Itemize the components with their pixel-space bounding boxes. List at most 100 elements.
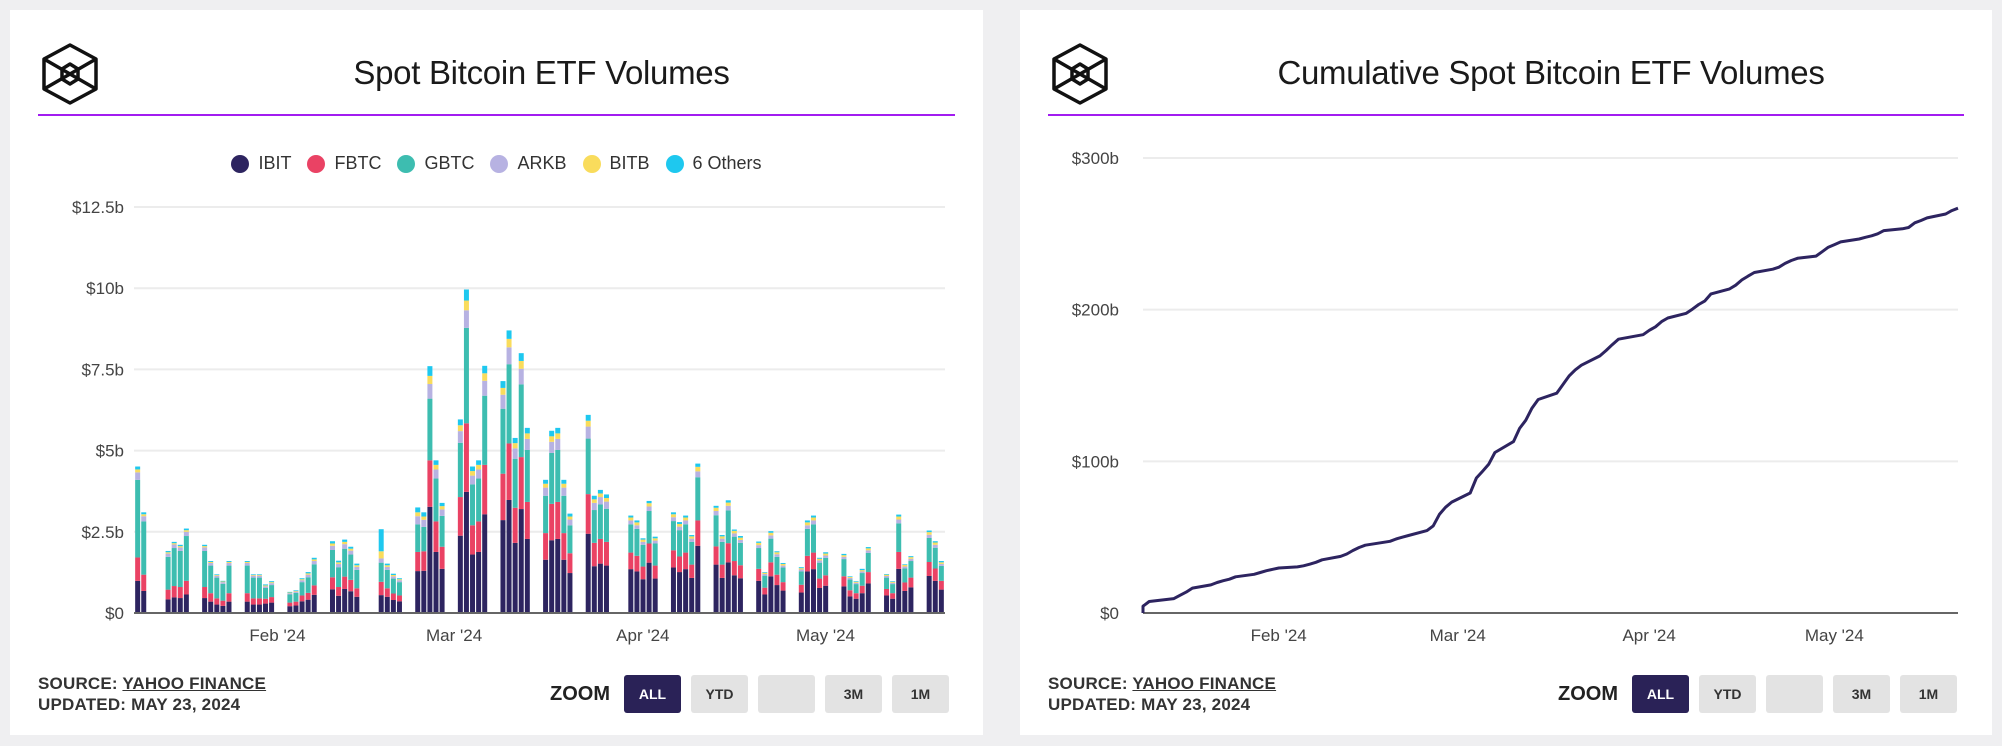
- bar-stack[interactable]: [342, 539, 348, 613]
- bar-stack[interactable]: [896, 514, 902, 613]
- bar-stack[interactable]: [311, 557, 317, 613]
- bar-stack[interactable]: [884, 574, 890, 613]
- bar-stack[interactable]: [646, 500, 652, 613]
- bar-stack[interactable]: [250, 574, 256, 613]
- bar-stack[interactable]: [798, 567, 804, 613]
- bar-stack[interactable]: [652, 536, 658, 613]
- bar-stack[interactable]: [774, 551, 780, 613]
- zoom-button-blank[interactable]: [1766, 675, 1823, 713]
- bar-stack[interactable]: [640, 538, 646, 613]
- bar-stack[interactable]: [512, 437, 518, 613]
- bar-stack[interactable]: [847, 576, 853, 613]
- bar-stack[interactable]: [348, 546, 354, 613]
- bar-stack[interactable]: [476, 460, 482, 613]
- zoom-button-all[interactable]: ALL: [624, 675, 681, 713]
- bar-stack[interactable]: [524, 427, 530, 613]
- bar-stack[interactable]: [634, 520, 640, 613]
- bar-stack[interactable]: [737, 536, 743, 613]
- zoom-button-1m[interactable]: 1M: [1900, 675, 1957, 713]
- legend-item-6-others[interactable]: 6 Others: [665, 153, 762, 174]
- bar-stack[interactable]: [141, 512, 147, 613]
- bar-stack[interactable]: [177, 544, 183, 613]
- bar-stack[interactable]: [823, 552, 829, 613]
- bar-stack[interactable]: [433, 460, 439, 613]
- bar-stack[interactable]: [384, 563, 390, 613]
- legend-item-ibit[interactable]: IBIT: [231, 153, 291, 174]
- bar-stack[interactable]: [305, 572, 311, 613]
- bar-stack[interactable]: [628, 515, 634, 613]
- bar-stack[interactable]: [603, 494, 609, 613]
- bar-stack[interactable]: [263, 584, 269, 613]
- bar-stack[interactable]: [183, 528, 189, 613]
- bar-stack[interactable]: [585, 414, 591, 613]
- bar-stack[interactable]: [299, 578, 305, 613]
- bar-stack[interactable]: [208, 561, 214, 613]
- source-link[interactable]: YAHOO FINANCE: [122, 674, 267, 693]
- zoom-button-all[interactable]: ALL: [1632, 675, 1689, 713]
- zoom-button-1m[interactable]: 1M: [892, 675, 949, 713]
- bar-stack[interactable]: [427, 366, 433, 613]
- bar-stack[interactable]: [597, 489, 603, 613]
- bar-stack[interactable]: [500, 381, 506, 613]
- bar-stack[interactable]: [256, 574, 262, 613]
- bar-stack[interactable]: [390, 573, 396, 613]
- bar-stack[interactable]: [677, 522, 683, 613]
- source-link[interactable]: YAHOO FINANCE: [1132, 674, 1277, 693]
- zoom-button-3m[interactable]: 3M: [825, 675, 882, 713]
- bar-stack[interactable]: [518, 353, 524, 613]
- bar-stack[interactable]: [817, 557, 823, 613]
- bar-stack[interactable]: [908, 556, 914, 613]
- bar-stack[interactable]: [506, 330, 512, 613]
- bar-stack[interactable]: [421, 512, 427, 613]
- legend-item-gbtc[interactable]: GBTC: [397, 153, 474, 174]
- bar-stack[interactable]: [555, 427, 561, 613]
- zoom-button-ytd[interactable]: YTD: [691, 675, 748, 713]
- bar-stack[interactable]: [731, 529, 737, 613]
- bar-stack[interactable]: [244, 561, 250, 613]
- bar-stack[interactable]: [561, 479, 567, 613]
- bar-stack[interactable]: [810, 515, 816, 613]
- zoom-button-blank[interactable]: [758, 675, 815, 713]
- bar-stack[interactable]: [135, 466, 141, 613]
- bar-stack[interactable]: [689, 535, 695, 613]
- bar-stack[interactable]: [202, 544, 208, 613]
- bar-stack[interactable]: [269, 581, 275, 613]
- bar-stack[interactable]: [463, 289, 469, 613]
- bar-stack[interactable]: [762, 572, 768, 613]
- bar-stack[interactable]: [457, 419, 463, 613]
- bar-stack[interactable]: [567, 513, 573, 613]
- bar-stack[interactable]: [719, 535, 725, 613]
- legend-item-bitb[interactable]: BITB: [582, 153, 650, 174]
- zoom-button-3m[interactable]: 3M: [1833, 675, 1890, 713]
- legend-item-arkb[interactable]: ARKB: [490, 153, 567, 174]
- bar-stack[interactable]: [683, 515, 689, 613]
- bar-stack[interactable]: [543, 479, 549, 613]
- bar-stack[interactable]: [214, 574, 220, 613]
- bar-stack[interactable]: [293, 590, 299, 613]
- bar-stack[interactable]: [670, 512, 676, 613]
- bar-stack[interactable]: [439, 502, 445, 613]
- bar-stack[interactable]: [713, 505, 719, 613]
- bar-stack[interactable]: [396, 578, 402, 613]
- bar-stack[interactable]: [932, 541, 938, 613]
- bar-stack[interactable]: [220, 580, 226, 613]
- bar-stack[interactable]: [902, 564, 908, 613]
- bar-stack[interactable]: [938, 561, 944, 613]
- bar-stack[interactable]: [482, 365, 488, 613]
- bar-stack[interactable]: [329, 541, 335, 613]
- bar-stack[interactable]: [841, 553, 847, 613]
- bar-stack[interactable]: [756, 541, 762, 613]
- bar-stack[interactable]: [853, 581, 859, 613]
- bar-stack[interactable]: [336, 560, 342, 613]
- bar-stack[interactable]: [890, 581, 896, 613]
- bar-stack[interactable]: [171, 541, 177, 613]
- bar-stack[interactable]: [859, 568, 865, 613]
- bar-stack[interactable]: [226, 561, 232, 613]
- bar-stack[interactable]: [287, 591, 293, 613]
- bar-stack[interactable]: [165, 550, 171, 613]
- zoom-button-ytd[interactable]: YTD: [1699, 675, 1756, 713]
- bar-stack[interactable]: [780, 562, 786, 613]
- bar-stack[interactable]: [591, 495, 597, 613]
- bar-stack[interactable]: [415, 507, 421, 613]
- bar-stack[interactable]: [549, 430, 555, 613]
